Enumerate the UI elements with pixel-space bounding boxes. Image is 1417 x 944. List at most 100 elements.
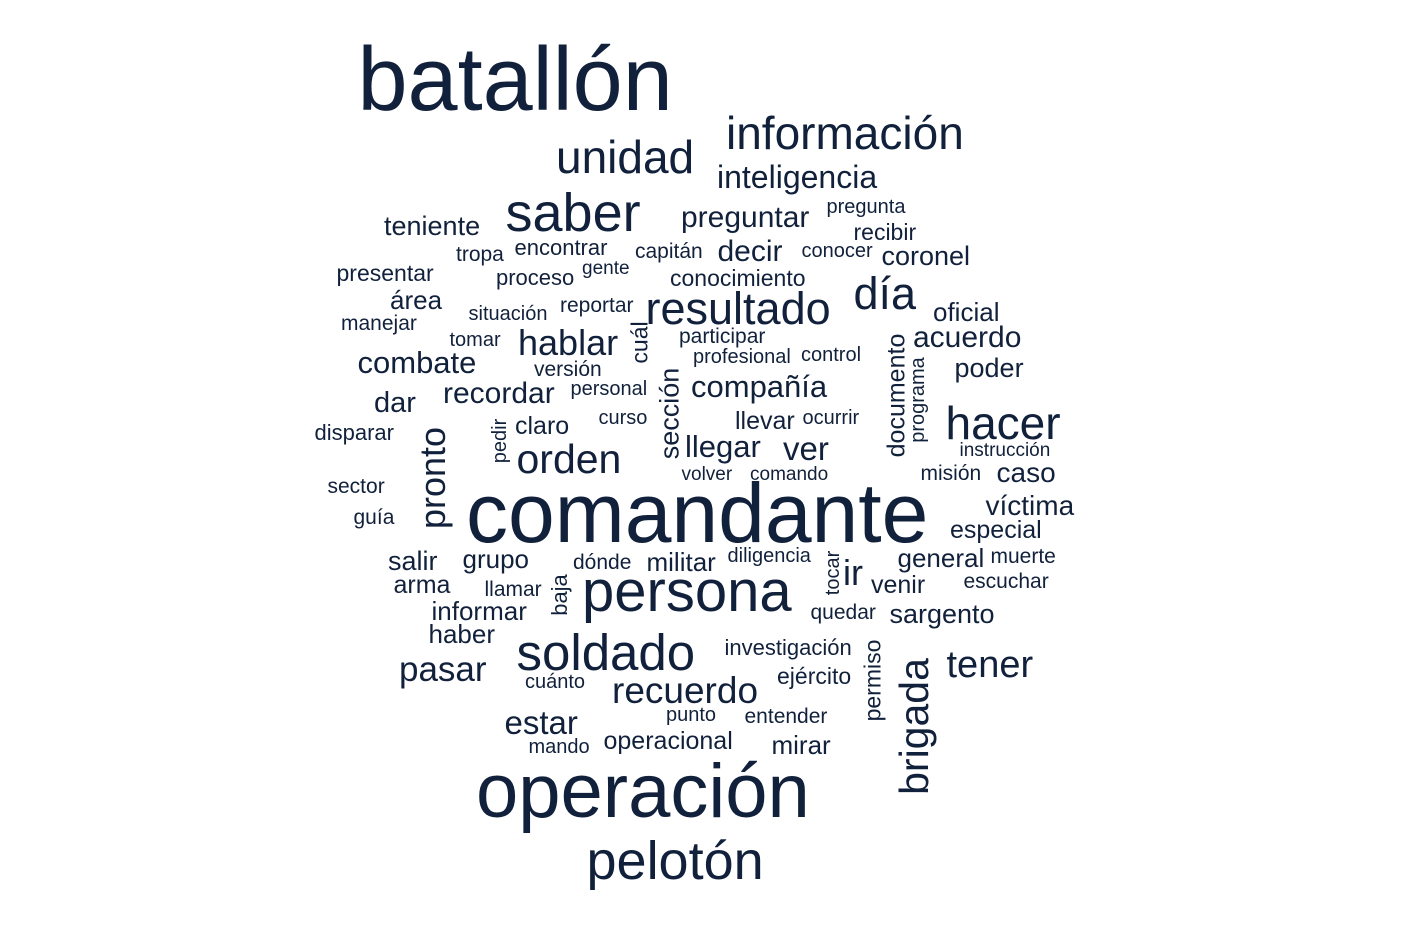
word-diligencia: diligencia: [727, 545, 811, 567]
word-documento: documento: [882, 333, 911, 457]
word-combate: combate: [357, 344, 477, 380]
word-inteligencia: inteligencia: [717, 159, 878, 195]
word-grupo: grupo: [462, 544, 530, 574]
word-sargento: sargento: [889, 598, 995, 629]
word-manejar: manejar: [341, 311, 417, 335]
word-mando: mando: [528, 736, 590, 758]
word-conocer: conocer: [801, 240, 873, 262]
word-compania: compañía: [691, 368, 828, 404]
word-pedir: pedir: [489, 418, 512, 464]
word-quedar: quedar: [810, 600, 876, 624]
word-situacion: situación: [468, 303, 548, 325]
word-muerte: muerte: [990, 544, 1056, 568]
word-control: control: [801, 344, 862, 366]
word-brigada: brigada: [890, 657, 937, 795]
word-tocar: tocar: [822, 550, 845, 596]
word-comandante: comandante: [466, 466, 929, 560]
word-conocimiento: conocimiento: [670, 264, 806, 291]
word-recuerdo: recuerdo: [612, 669, 759, 711]
word-hacer: hacer: [945, 397, 1061, 449]
word-instruccion: instrucción: [959, 439, 1051, 461]
word-acuerdo: acuerdo: [913, 321, 1022, 354]
word-claro: claro: [515, 411, 570, 440]
word-estar: estar: [504, 703, 578, 741]
word-volver: volver: [681, 463, 733, 485]
word-version: versión: [534, 357, 602, 381]
word-unidad: unidad: [556, 131, 695, 183]
word-dia: día: [853, 267, 917, 319]
word-haber: haber: [428, 619, 496, 649]
word-peloton: pelotón: [586, 831, 764, 891]
word-informar: informar: [431, 596, 527, 626]
word-dar: dar: [374, 386, 416, 419]
word-gente: gente: [582, 257, 630, 279]
word-tener: tener: [946, 644, 1034, 686]
word-poder: poder: [954, 352, 1024, 383]
word-caso: caso: [996, 457, 1056, 488]
word-curso: curso: [598, 407, 648, 429]
word-presentar: presentar: [336, 259, 434, 286]
word-reportar: reportar: [560, 293, 634, 317]
word-guia: guía: [353, 505, 395, 529]
word-mirar: mirar: [771, 730, 831, 760]
word-sector: sector: [327, 474, 385, 498]
word-batallon: batallón: [357, 30, 673, 130]
word-capitan: capitán: [635, 239, 703, 263]
word-encontrar: encontrar: [514, 235, 608, 260]
word-profesional: profesional: [693, 346, 791, 368]
word-llegar: llegar: [685, 428, 761, 464]
word-cuanto: cuánto: [525, 671, 586, 693]
word-llevar: llevar: [735, 406, 795, 435]
word-venir: venir: [871, 570, 926, 599]
word-teniente: teniente: [384, 210, 481, 241]
word-arma: arma: [393, 570, 451, 599]
word-hablar: hablar: [518, 322, 619, 363]
word-saber: saber: [505, 183, 641, 243]
word-baja: baja: [546, 574, 572, 616]
word-operacion: operación: [476, 749, 810, 834]
word-tomar: tomar: [449, 329, 501, 351]
word-recibir: recibir: [853, 218, 917, 245]
word-soldado: soldado: [516, 623, 696, 681]
word-informacion: información: [726, 107, 964, 159]
word-permiso: permiso: [859, 639, 886, 721]
word-persona: persona: [582, 559, 792, 624]
word-oficial: oficial: [933, 297, 1000, 327]
word-disparar: disparar: [314, 420, 394, 445]
word-pregunta: pregunta: [826, 196, 906, 218]
word-donde: dónde: [573, 550, 632, 574]
word-pasar: pasar: [399, 649, 487, 689]
word-punto: punto: [666, 704, 717, 726]
word-ir: ir: [843, 552, 863, 593]
word-seccion: sección: [654, 367, 685, 459]
word-comando: comando: [750, 463, 829, 485]
word-tropa: tropa: [456, 242, 504, 266]
word-llamar: llamar: [484, 577, 542, 601]
word-decir: decir: [717, 235, 783, 268]
word-ver: ver: [783, 429, 829, 467]
word-militar: militar: [646, 547, 716, 577]
word-operacional: operacional: [603, 726, 733, 755]
word-cual: cuál: [626, 320, 653, 364]
word-especial: especial: [950, 515, 1042, 544]
word-preguntar: preguntar: [681, 201, 810, 234]
word-pronto: pronto: [412, 426, 454, 530]
word-general: general: [897, 543, 985, 573]
word-personal: personal: [570, 378, 648, 400]
word-orden: orden: [516, 435, 622, 482]
word-salir: salir: [388, 545, 438, 576]
word-ocurrir: ocurrir: [802, 407, 860, 429]
word-recordar: recordar: [443, 377, 555, 410]
word-proceso: proceso: [496, 265, 575, 290]
word-victima: víctima: [985, 490, 1075, 521]
word-area: área: [390, 285, 443, 315]
word-mision: misión: [920, 461, 982, 485]
word-ejercito: ejército: [777, 662, 852, 689]
word-entender: entender: [744, 704, 828, 728]
word-participar: participar: [679, 324, 766, 348]
word-coronel: coronel: [881, 240, 971, 271]
word-investigacion: investigación: [724, 635, 852, 660]
word-escuchar: escuchar: [963, 569, 1049, 593]
word-programa: programa: [906, 357, 929, 443]
